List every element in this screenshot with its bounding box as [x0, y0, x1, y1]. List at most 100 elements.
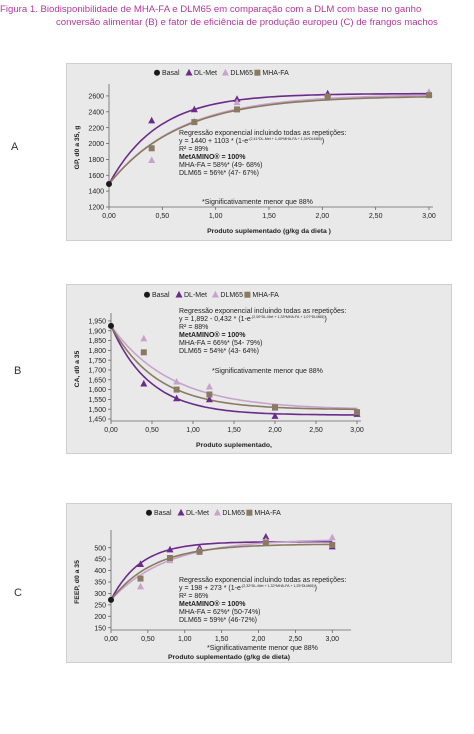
- caption-line-2: conversão alimentar (B) e fator de efici…: [56, 17, 438, 28]
- fit-curve-dl-met: [110, 325, 357, 416]
- chart-panel-b: 1,450 1,500 1,550 1,600 1,650 1,700 1,750 1,800…: [66, 284, 452, 454]
- annotation-equation: y = 198 + 273 * (1-e-(2,32*DL-Met + 1,32…: [179, 584, 317, 592]
- annotation-equation-end: ): [315, 585, 317, 592]
- point-basal: [106, 180, 112, 187]
- annotation-dlm65: DLM65 = 54%* (43- 64%): [179, 348, 259, 355]
- annotation-mhafa: MHA-FA = 58%* (49- 68%): [179, 162, 262, 169]
- point-dlm65: [205, 382, 213, 390]
- point-mha-fa: [196, 548, 203, 555]
- point-mha-fa: [173, 386, 180, 393]
- x-axis-label: Produto suplementado (g/kg de dieta): [168, 654, 290, 661]
- annotation-metamino: MetAMINO® = 100%: [179, 600, 246, 608]
- panel-letter-b: B: [14, 365, 22, 377]
- y-axis-label: FEEP, d0 a 35: [74, 560, 81, 604]
- point-dlm65: [137, 582, 144, 590]
- legend-label-basal: Basal: [152, 292, 170, 299]
- legend-c: Basal DL-Met DLM65 MHA-FA: [146, 508, 281, 517]
- x-tick-label: 2,00: [268, 427, 282, 434]
- annotation-b: Regressão exponencial incluindo todas as…: [179, 308, 346, 375]
- x-tick-label: 2,50: [309, 427, 323, 434]
- y-tick-label: 1,750: [88, 358, 106, 365]
- legend-label-dlm65: DLM65: [220, 292, 243, 299]
- x-tick-label: 0,00: [102, 213, 116, 220]
- panel-letter-a: A: [11, 141, 19, 153]
- annotation-mhafa: MHA-FA = 62%* (50-74%): [179, 609, 261, 616]
- annotation-mhafa: MHA-FA = 66%* (54- 79%): [179, 340, 262, 347]
- legend-a: Basal DL-Met DLM65 MHA-FA: [154, 68, 289, 77]
- y-tick-label: 250: [94, 602, 106, 609]
- y-tick-label: 450: [94, 557, 106, 564]
- legend-label-basal: Basal: [154, 510, 172, 517]
- point-dl-met: [148, 116, 156, 124]
- point-mha-fa: [140, 349, 147, 356]
- y-tick-label: 1800: [88, 157, 104, 164]
- y-tick-label: 1,800: [88, 348, 106, 355]
- point-basal: [108, 596, 114, 603]
- chart-c: 150 200 250 300 350 400 450 500 0,00 0,50 1,00 1,50…: [74, 508, 351, 661]
- x-tick-label: 2,00: [252, 636, 266, 643]
- x-tick-label: 1,50: [227, 427, 241, 434]
- legend-label-mha-fa: MHA-FA: [262, 70, 289, 77]
- annotation-equation: y = 1,892 - 0,432 * (1-e-(2,00*DL-Met + …: [179, 315, 327, 323]
- y-tick-label: 1,950: [88, 319, 106, 326]
- legend-marker-basal: [154, 69, 160, 76]
- point-dlm65: [173, 377, 181, 385]
- x-tick-label: 2,00: [316, 213, 330, 220]
- legend-marker-basal: [146, 509, 152, 516]
- x-tick-label: 1,50: [215, 636, 229, 643]
- point-mha-fa: [354, 409, 360, 416]
- x-tick-label: 3,00: [350, 427, 364, 434]
- point-basal: [108, 322, 114, 329]
- y-tick-label: 200: [94, 614, 106, 621]
- chart-b: 1,450 1,500 1,550 1,600 1,650 1,700 1,750 1,800…: [74, 290, 364, 449]
- legend-marker-dlm65: [213, 508, 221, 516]
- fit-curve-dl-met: [108, 92, 429, 185]
- x-tick-label: 0,50: [141, 636, 155, 643]
- y-tick-label: 1,900: [88, 328, 106, 335]
- annotation-a: Regressão exponencial incluindo todas as…: [179, 130, 346, 206]
- chart-a: 1200 1400 1600 1800 2000 2200 2400 2600 0,00 0,50…: [74, 68, 436, 235]
- y-tick-label: 150: [94, 625, 106, 632]
- point-dlm65: [328, 533, 336, 541]
- point-mha-fa: [234, 106, 240, 113]
- legend-marker-dl-met: [177, 508, 185, 516]
- y-tick-label: 1,650: [88, 377, 106, 384]
- annotation-r2: R² = 86%: [179, 593, 208, 600]
- point-dl-met: [173, 394, 181, 402]
- x-tick-label: 0,00: [104, 427, 118, 434]
- chart-panel-c: 150 200 250 300 350 400 450 500 0,00 0,50 1,00 1,50…: [66, 503, 452, 663]
- annotation-note: *Significativamente menor que 88%: [207, 645, 318, 652]
- x-tick-label: 2,50: [369, 213, 383, 220]
- point-mha-fa: [206, 391, 213, 398]
- x-tick-label: 1,00: [178, 636, 192, 643]
- x-tick-label: 0,50: [145, 427, 159, 434]
- annotation-line1: Regressão exponencial incluindo todas as…: [179, 577, 346, 584]
- panel-letter-c: C: [14, 587, 22, 599]
- legend-marker-basal: [144, 291, 150, 298]
- y-tick-label: 400: [94, 568, 106, 575]
- annotation-r2: R² = 88%: [179, 324, 208, 331]
- point-dl-met: [137, 560, 144, 567]
- y-tick-label: 300: [94, 591, 106, 598]
- legend-marker-mha-fa: [244, 291, 251, 298]
- y-tick-label: 1200: [88, 205, 104, 212]
- y-tick-label: 1400: [88, 189, 104, 196]
- y-tick-label: 1,500: [88, 407, 106, 414]
- x-tick-label: 1,00: [209, 213, 223, 220]
- annotation-equation-exponent: -(2,32*DL-Met + 1,32*MHA-FA + 1,25*DLM65…: [241, 584, 315, 588]
- figure-caption: Figura 1. Biodisponibilidade de MHA-FA e…: [0, 3, 474, 29]
- annotation-equation-end: ): [322, 138, 324, 145]
- annotation-metamino: MetAMINO® = 100%: [179, 153, 246, 161]
- y-tick-label: 2600: [88, 94, 104, 101]
- x-tick-label: 2,50: [289, 636, 303, 643]
- caption-line-1: Figura 1. Biodisponibilidade de MHA-FA e…: [0, 4, 422, 15]
- y-tick-label: 1,550: [88, 397, 106, 404]
- x-axis-label: Produto suplementado,: [196, 442, 272, 449]
- fit-curve-mha-fa: [110, 543, 333, 601]
- x-axis-label: Produto suplementado (g/kg da dieta ): [207, 228, 331, 235]
- y-tick-label: 1600: [88, 173, 104, 180]
- y-axis-label: GP, d0 a 35, g: [74, 126, 81, 170]
- y-tick-label: 1,600: [88, 387, 106, 394]
- point-dlm65: [233, 98, 241, 106]
- y-tick-label: 350: [94, 580, 106, 587]
